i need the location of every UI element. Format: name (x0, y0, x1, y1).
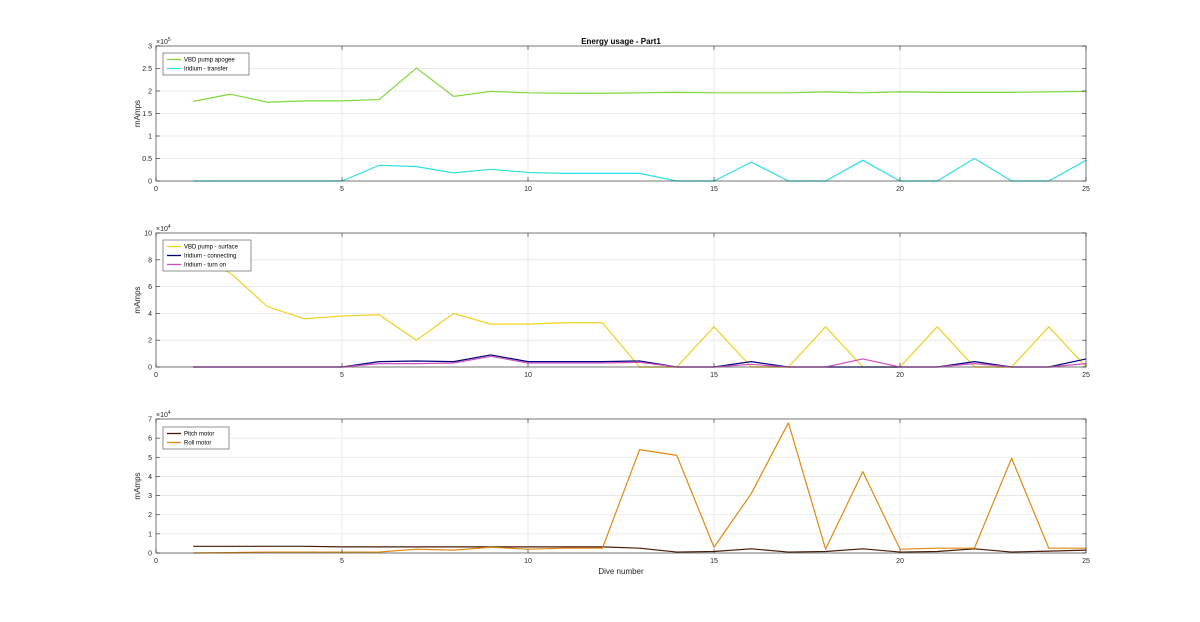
legend: VBD pump - surface Iridium - connecting Ir… (162, 239, 252, 272)
x-tick-label: 20 (896, 186, 904, 193)
x-tick-label: 25 (1082, 372, 1090, 379)
y-tick-label: 1.5 (142, 111, 152, 118)
y-tick-label: 3 (148, 44, 152, 51)
x-tick-label: 0 (154, 558, 158, 565)
x-tick-label: 5 (340, 558, 344, 565)
subplot-3: 0 5 10 15 20 25 0 1 2 3 4 5 6 7 ×104 mAmps Pitch motor Ro… (133, 410, 1090, 565)
subplot-1: 0 5 10 15 20 25 0 0.5 1 1.5 2 2.5 3 ×105 mAmps VBD pump… (133, 37, 1090, 193)
y-tick-label: 5 (148, 455, 152, 462)
legend-label: Iridium - connecting (184, 254, 236, 260)
legend-label: Iridium - transfer (184, 67, 228, 73)
x-tick-label: 0 (154, 186, 158, 193)
y-tick-label: 10 (144, 231, 152, 238)
x-tick-label: 20 (896, 372, 904, 379)
y-axis-exponent: ×105 (156, 37, 171, 46)
y-tick-label: 1 (148, 531, 152, 538)
legend: VBD pump apogee Iridium - transfer (162, 52, 250, 76)
y-tick-label: 0 (148, 551, 152, 558)
y-axis-exponent: ×104 (156, 224, 171, 233)
y-tick-label: 2 (148, 338, 152, 345)
x-tick-label: 10 (524, 558, 532, 565)
x-tick-label: 5 (340, 186, 344, 193)
plot-area (156, 419, 1086, 553)
y-axis-label: mAmps (133, 472, 142, 499)
x-axis-label: Dive number (598, 567, 644, 576)
plot-area (156, 233, 1086, 367)
y-tick-label: 6 (148, 284, 152, 291)
legend: Pitch motor Roll motor (162, 426, 230, 450)
legend-label: VBD pump apogee (184, 58, 235, 64)
y-tick-label: 2 (148, 512, 152, 519)
y-tick-label: 2 (148, 89, 152, 96)
x-tick-label: 5 (340, 372, 344, 379)
axes-box (155, 418, 1087, 554)
y-axis-label: mAmps (133, 100, 142, 127)
legend-label: Roll motor (184, 441, 211, 447)
y-tick-label: 1 (148, 134, 152, 141)
x-tick-label: 15 (710, 186, 718, 193)
x-tick-label: 20 (896, 558, 904, 565)
x-tick-label: 10 (524, 372, 532, 379)
x-tick-label: 15 (710, 558, 718, 565)
y-tick-label: 4 (148, 311, 152, 318)
y-tick-label: 2.5 (142, 66, 152, 73)
y-tick-label: 3 (148, 493, 152, 500)
y-tick-label: 4 (148, 474, 152, 481)
y-tick-label: 0.5 (142, 156, 152, 163)
x-tick-label: 25 (1082, 186, 1090, 193)
legend-box (162, 426, 230, 450)
y-tick-label: 7 (148, 417, 152, 424)
chart-title: Energy usage - Part1 (581, 37, 661, 46)
x-tick-label: 15 (710, 372, 718, 379)
y-tick-label: 0 (148, 365, 152, 372)
legend-label: VBD pump - surface (184, 245, 239, 251)
y-tick-label: 6 (148, 436, 152, 443)
x-tick-label: 25 (1082, 558, 1090, 565)
subplot-2: 0 5 10 15 20 25 0 2 4 6 8 10 ×104 mAmps VBD pump - sur… (133, 224, 1090, 379)
y-tick-label: 8 (148, 257, 152, 264)
legend-label: Pitch motor (184, 432, 214, 438)
legend-label: Iridium - turn on (184, 263, 226, 269)
series-line-vbd-pump-apogee (193, 67, 1087, 103)
y-axis-label: mAmps (133, 286, 142, 313)
series-line-pitch-motor (193, 545, 1087, 553)
axes-box (155, 232, 1087, 368)
y-axis-exponent: ×104 (156, 410, 171, 419)
x-tick-label: 10 (524, 186, 532, 193)
legend-box (162, 52, 250, 76)
y-tick-label: 0 (148, 179, 152, 186)
x-tick-label: 0 (154, 372, 158, 379)
